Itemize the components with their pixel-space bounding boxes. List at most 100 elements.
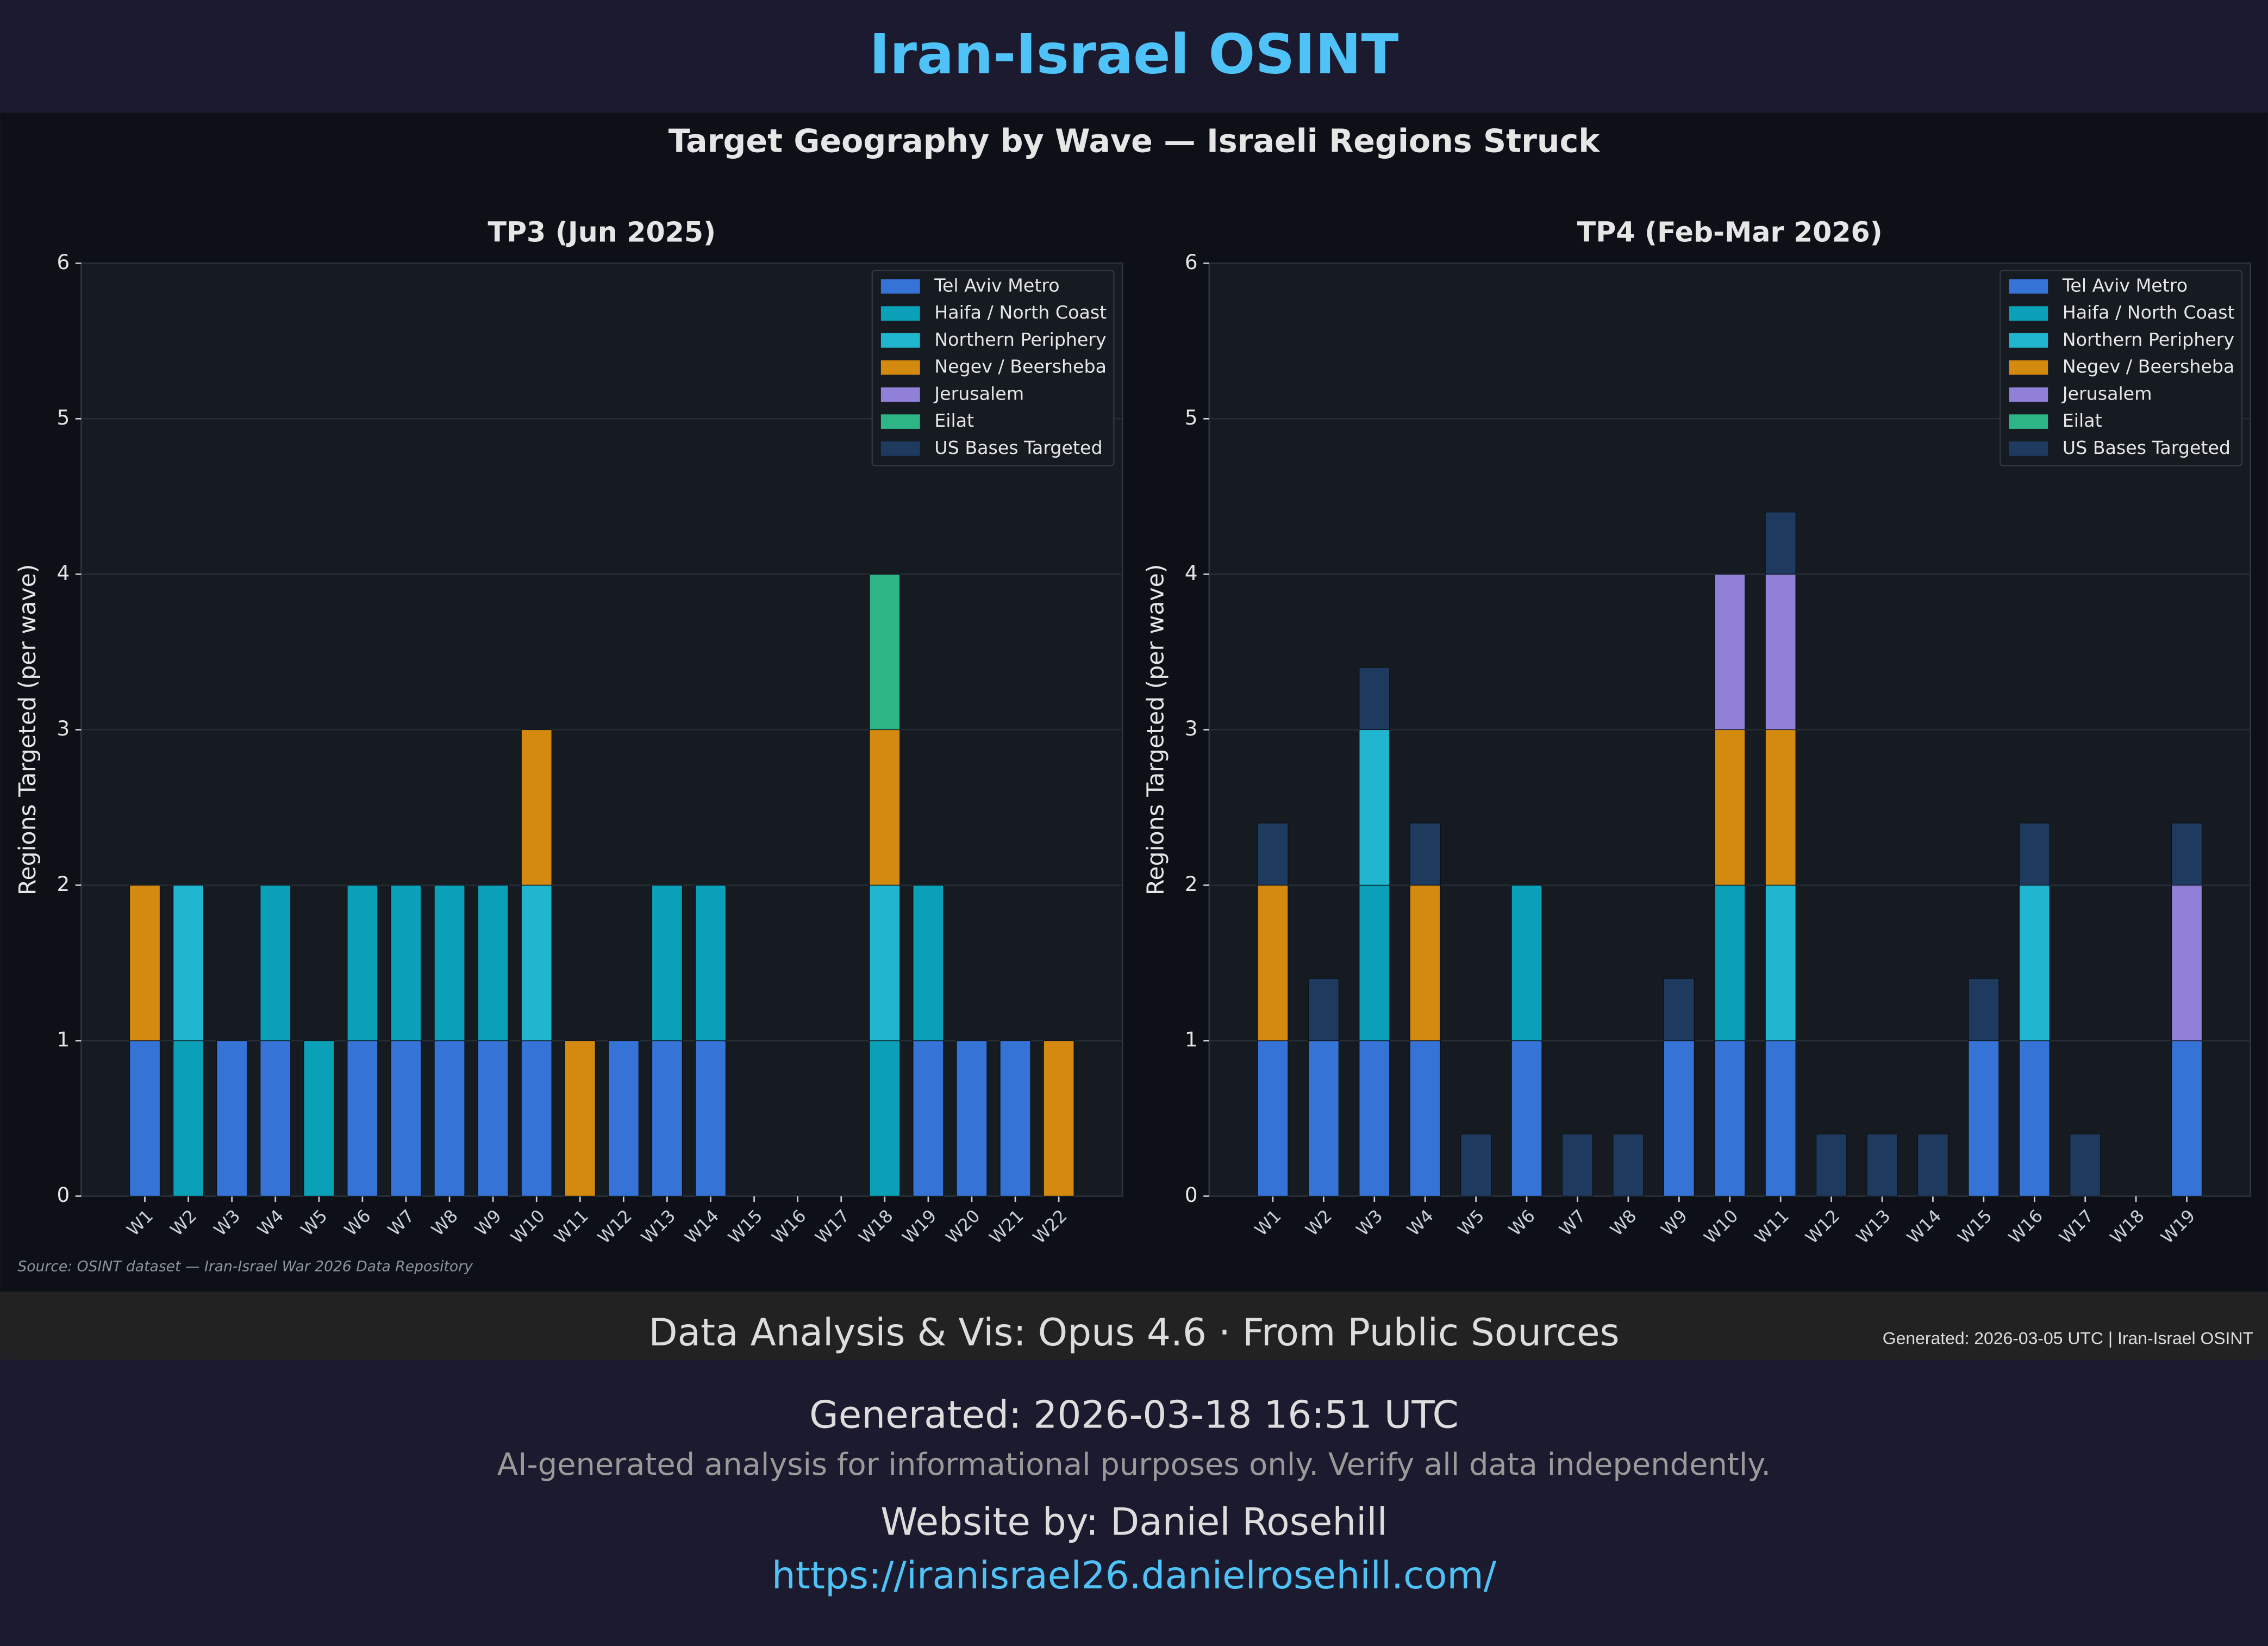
bar-segment [1561,1133,1594,1197]
bar-segment [1359,884,1390,1042]
bar-segment [129,884,161,1042]
chart-title: TP4 (Feb-Mar 2026) [1577,216,1883,248]
bar-segment [2171,884,2203,1042]
legend-box [1999,270,2243,466]
header-band [0,0,2268,113]
bar-segment [1714,884,1746,1042]
legend-label: US Bases Targeted [2063,437,2230,458]
bar-segment [564,1040,596,1197]
bar-segment [695,884,727,1042]
bar-segment [303,1040,335,1197]
website-credit: Website by: Daniel Rosehill [880,1501,1388,1544]
footer-band [0,1292,2268,1360]
chart-title: TP3 (Jun 2025) [488,216,716,248]
legend-swatch [880,387,920,402]
legend-swatch [880,333,920,348]
bar-segment [1765,884,1796,1042]
legend-swatch [2009,279,2048,294]
bar-segment [434,884,465,1042]
bar-segment [695,1040,727,1197]
bar-segment [216,1040,248,1197]
legend-swatch [2009,360,2048,375]
bar-segment [1866,1133,1898,1197]
legend-swatch [880,414,920,429]
bar-segment [390,884,422,1042]
bar-segment [1663,978,1695,1042]
bar-segment [1511,1040,1542,1197]
bar-segment [1917,1133,1949,1197]
bar-segment [1257,884,1289,1042]
footer-background [0,1360,2268,1646]
y-tick-label: 1 [57,1027,70,1051]
bar-segment [1714,1040,1746,1197]
bar-segment [1714,729,1746,886]
y-axis-label: Regions Targeted (per wave) [14,564,41,896]
legend-swatch [2009,387,2048,402]
y-tick-label: 3 [57,716,70,740]
bar-segment [434,1040,465,1197]
bar-segment [1815,1133,1847,1197]
bar-segment [1308,978,1340,1042]
website-url[interactable]: https://iranisrael26.danielrosehill.com/ [772,1554,1497,1598]
bar-segment [521,884,552,1042]
bar-segment [1968,1040,2000,1197]
legend-label: Negev / Beersheba [2063,356,2235,377]
source-note: Source: OSINT dataset — Iran-Israel War … [17,1258,473,1275]
legend-label: Jerusalem [933,383,1024,404]
bar-segment [1409,822,1441,886]
y-tick-label: 0 [57,1183,70,1207]
bar-segment [2171,822,2203,886]
legend-label: Haifa / North Coast [2063,302,2235,323]
credit: Data Analysis & Vis: Opus 4.6 · From Pub… [648,1311,1619,1355]
bar-segment [913,884,944,1042]
bar-segment [1409,884,1441,1042]
y-axis-label: Regions Targeted (per wave) [1142,564,1170,896]
y-tick-label: 5 [1185,406,1198,429]
bar-segment [347,1040,378,1197]
y-tick-label: 6 [57,250,70,274]
bar-segment [1765,1040,1796,1197]
legend-swatch [880,360,920,375]
legend-label: Tel Aviv Metro [2062,275,2188,296]
bar-segment [913,1040,944,1197]
bar-segment [1714,573,1746,731]
bar-segment [2171,1040,2203,1197]
figure-title: Target Geography by Wave — Israeli Regio… [668,123,1601,160]
bar-segment [521,729,552,886]
legend-swatch [2009,441,2048,456]
legend-label: US Bases Targeted [934,437,1102,458]
page-title: Iran-Israel OSINT [870,22,1399,86]
y-tick-label: 1 [1185,1027,1198,1051]
legend-label: Northern Periphery [934,329,1106,350]
y-tick-label: 2 [57,872,70,896]
bar-segment [1765,729,1796,886]
bar-segment [172,1040,204,1197]
bar-segment [1663,1040,1695,1197]
bar-segment [260,1040,291,1197]
bar-segment [1409,1040,1441,1197]
y-tick-label: 0 [1185,1183,1198,1207]
bar-segment [129,1040,161,1197]
bar-segment [1460,1133,1492,1197]
legend-label: Jerusalem [2061,383,2152,404]
bar-segment [1043,1040,1074,1197]
y-tick-label: 4 [1185,561,1198,585]
bar-segment [2019,1040,2050,1197]
bar-segment [956,1040,988,1197]
legend-label: Eilat [934,410,974,431]
bar-segment [260,884,291,1042]
bar-segment [1968,978,2000,1042]
y-tick-label: 3 [1185,716,1198,740]
bar-segment [651,884,683,1042]
bar-segment [1511,884,1542,1042]
bar-segment [1765,512,1796,575]
bar-segment [1308,1040,1340,1197]
bar-segment [172,884,204,1042]
disclaimer: AI-generated analysis for informational … [497,1447,1771,1482]
bar-segment [999,1040,1031,1197]
legend-label: Negev / Beersheba [934,356,1107,377]
bar-segment [1257,1040,1289,1197]
y-tick-label: 2 [1185,872,1198,896]
legend-label: Northern Periphery [2063,329,2234,350]
